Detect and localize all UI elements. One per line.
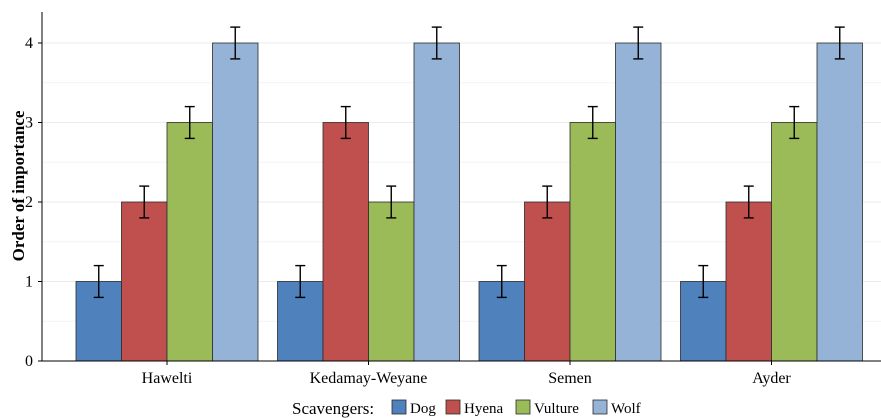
bar-hyena-ayder: [725, 201, 772, 362]
legend: Scavengers: Dog Hyena Vulture Wolf: [292, 399, 641, 418]
bar-wolf-kedamay-weyane: [413, 42, 460, 362]
legend-label-hyena: Hyena: [464, 401, 503, 417]
legend-swatch-hyena: [445, 399, 461, 415]
bar-hyena-kedamay-weyane: [322, 122, 369, 362]
error-bars: [93, 26, 845, 299]
bar-hyena-semen: [524, 201, 571, 362]
x-tick-labels: Hawelti Kedamay-Weyane Semen Ayder: [142, 361, 791, 387]
y-tick-labels: 0 1 2 3 4: [25, 35, 42, 370]
legend-label-dog: Dog: [410, 401, 436, 417]
bar-vulture-kedamay-weyane: [368, 201, 415, 362]
axes: [41, 12, 881, 362]
y-tick-label: 3: [25, 115, 33, 132]
y-tick-label: 2: [25, 194, 33, 211]
bar-hyena-hawelti: [121, 201, 168, 362]
bar-wolf-ayder: [816, 42, 863, 362]
legend-swatch-wolf: [592, 399, 608, 415]
x-tick-label-hawelti: Hawelti: [142, 370, 193, 387]
y-tick-label: 0: [25, 353, 33, 370]
bar-wolf-hawelti: [212, 42, 259, 362]
bar-vulture-hawelti: [166, 122, 213, 362]
y-tick-label: 4: [25, 35, 33, 52]
legend-label-wolf: Wolf: [611, 401, 641, 417]
bar-wolf-semen: [615, 42, 662, 362]
x-tick-label-kedamay-weyane: Kedamay-Weyane: [310, 370, 428, 387]
y-tick-label: 1: [25, 274, 33, 291]
legend-label-vulture: Vulture: [534, 401, 579, 417]
legend-title: Scavengers:: [292, 399, 374, 418]
legend-swatch-vulture: [515, 399, 531, 415]
legend-swatch-dog: [391, 399, 407, 415]
bars: [75, 42, 863, 362]
y-axis-label: Order of importance: [9, 110, 28, 261]
x-tick-label-ayder: Ayder: [752, 370, 791, 387]
bar-vulture-semen: [569, 122, 616, 362]
bar-vulture-ayder: [771, 122, 818, 362]
x-tick-label-semen: Semen: [548, 370, 592, 387]
